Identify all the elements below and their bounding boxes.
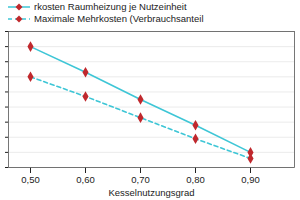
svg-text:0,50: 0,50 <box>21 174 40 185</box>
svg-text:0,80: 0,80 <box>186 174 205 185</box>
html-text:Maximale Mehrkosten (Verbrauch: Maximale Mehrkosten (Verbrauchsanteil <box>34 13 204 24</box>
svg-text:Kesselnutzungsgrad: Kesselnutzungsgrad <box>108 187 194 198</box>
svg-text:0,60: 0,60 <box>76 174 95 185</box>
svg-text:0,70: 0,70 <box>131 174 150 185</box>
html-text:rkosten Raumheizung je Nutzein: rkosten Raumheizung je Nutzeinheit <box>34 1 187 12</box>
svg-text:0,90: 0,90 <box>241 174 260 185</box>
